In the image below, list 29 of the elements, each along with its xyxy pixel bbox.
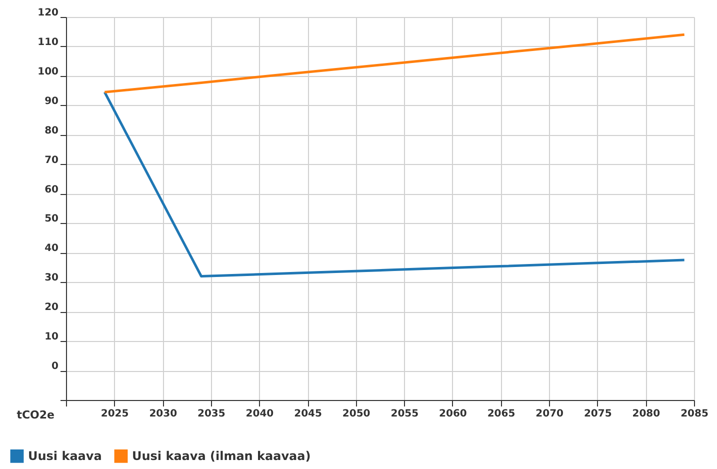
y-tick-label: 30 (44, 272, 59, 284)
y-tick-label: 70 (44, 154, 59, 166)
x-tick-label: 2060 (439, 408, 467, 420)
y-tick-label: 120 (38, 8, 59, 18)
y-tick-label: 80 (44, 125, 59, 136)
legend-label: Uusi kaava (28, 449, 102, 464)
x-tick-label: 2040 (246, 408, 274, 420)
y-axis-title: tCO2e (16, 408, 54, 422)
y-tick-label: 90 (44, 96, 59, 107)
x-tick-label: 2045 (294, 408, 322, 420)
x-tick-label: 2035 (198, 408, 226, 420)
y-tick-label: 50 (44, 214, 59, 225)
x-tick-label: 2075 (584, 408, 612, 420)
y-tick-label: 110 (38, 36, 59, 48)
x-tick-label: 2050 (342, 408, 370, 420)
y-tick-label: 60 (44, 184, 59, 196)
x-tick-label: 2085 (680, 408, 708, 420)
y-tick-label: 40 (44, 243, 59, 254)
x-tick-label: 2025 (100, 408, 129, 420)
legend-label: Uusi kaava (ilman kaavaa) (132, 449, 311, 464)
y-tick-label: 100 (38, 66, 59, 78)
x-tick-label: 2080 (632, 408, 660, 420)
x-tick-label: 2055 (390, 408, 419, 420)
x-tick-label: 2065 (487, 408, 516, 420)
y-tick-label: 0 (52, 361, 59, 372)
x-tick-label: 2030 (149, 408, 178, 420)
y-tick-label: 20 (44, 302, 59, 314)
x-tick-label: 2070 (536, 408, 564, 420)
y-tick-label: 10 (44, 332, 59, 343)
